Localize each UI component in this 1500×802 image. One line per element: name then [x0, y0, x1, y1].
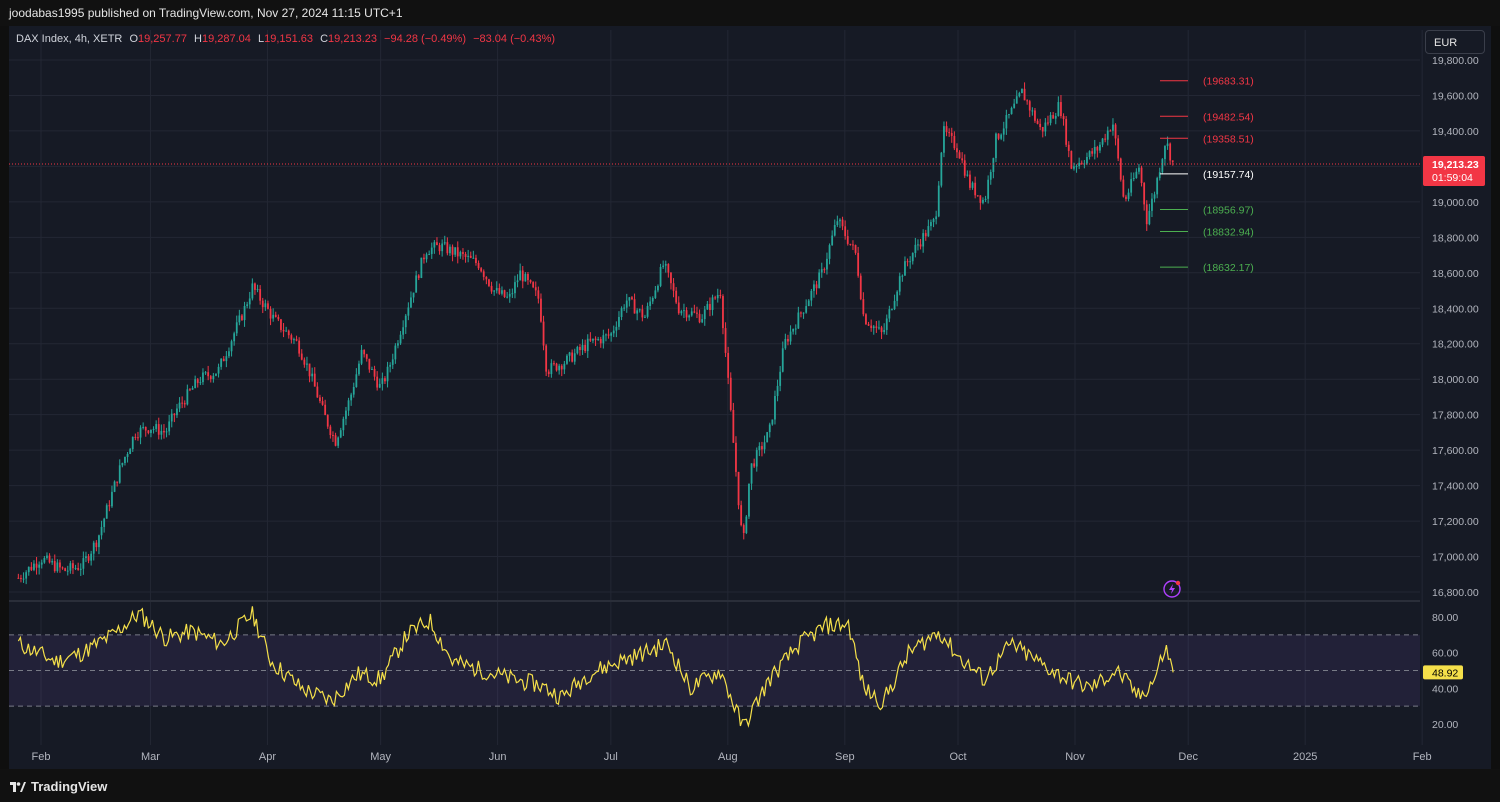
chart-area[interactable] — [9, 26, 1491, 769]
open-value: 19,257.77 — [138, 33, 187, 45]
symbol-legend: DAX Index, 4h, XETR O19,257.77 H19,287.0… — [16, 33, 555, 45]
high-label: H — [194, 33, 202, 45]
close-label: C — [320, 33, 329, 45]
low-label: L — [257, 33, 265, 45]
tradingview-logo[interactable]: TradingView — [10, 779, 107, 794]
publish-header: joodabas1995 published on TradingView.co… — [0, 0, 1500, 26]
publish-info: joodabas1995 published on TradingView.co… — [9, 6, 403, 20]
footer-brand: TradingView — [31, 779, 108, 794]
low-value: 19,151.63 — [264, 33, 314, 45]
footer-bar — [0, 769, 1500, 802]
change-value-2: −83.04 (−0.43%) — [473, 33, 556, 45]
high-value: 19,287.04 — [201, 33, 251, 45]
open-label: O — [129, 33, 139, 45]
close-value: 19,213.23 — [328, 33, 377, 45]
currency-selector[interactable]: EUR — [1425, 30, 1485, 54]
change-value: −94.28 (−0.49%) — [384, 33, 466, 45]
tradingview-icon — [10, 781, 26, 792]
symbol-name[interactable]: DAX Index, 4h, XETR — [16, 33, 123, 45]
